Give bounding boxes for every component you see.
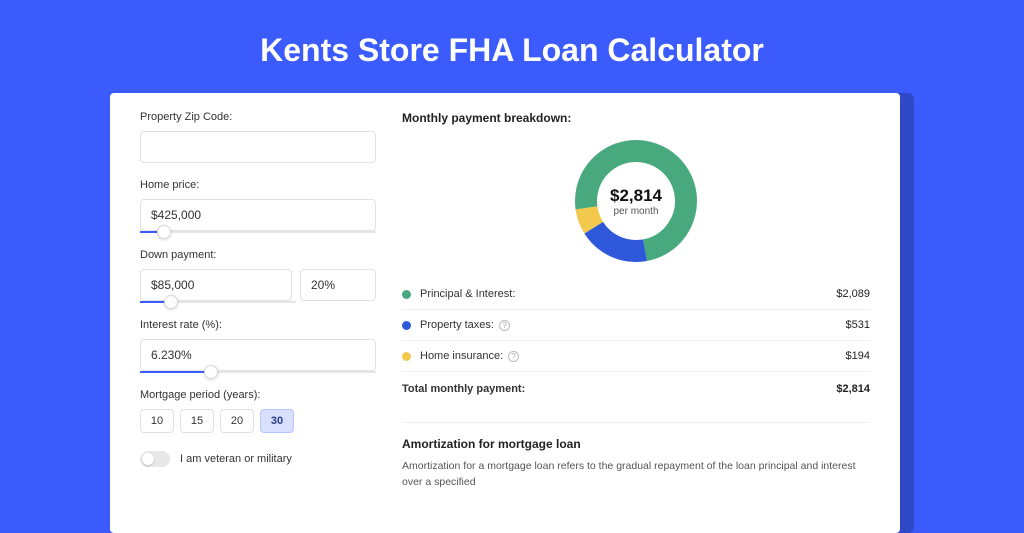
donut-sub: per month — [613, 206, 658, 217]
mortgage-period-row: 10152030 — [140, 409, 376, 433]
donut-wrap: $2,814 per month — [402, 133, 870, 279]
down-payment-group: Down payment: — [140, 249, 376, 303]
legend-label: Principal & Interest: — [420, 288, 836, 300]
legend-total-label: Total monthly payment: — [402, 383, 836, 395]
home-price-group: Home price: — [140, 179, 376, 233]
legend-row: Home insurance:?$194 — [402, 341, 870, 372]
legend-dot — [402, 290, 411, 299]
zip-field-group: Property Zip Code: — [140, 111, 376, 163]
donut-center: $2,814 per month — [574, 139, 698, 263]
interest-rate-slider-handle[interactable] — [204, 365, 218, 379]
zip-input[interactable] — [140, 131, 376, 163]
amortization-block: Amortization for mortgage loan Amortizat… — [402, 422, 870, 491]
down-payment-percent-input[interactable] — [300, 269, 376, 301]
legend-value: $2,089 — [836, 288, 870, 300]
interest-rate-group: Interest rate (%): — [140, 319, 376, 373]
legend-value: $194 — [846, 350, 870, 362]
form-column: Property Zip Code: Home price: Down paym… — [140, 111, 376, 515]
breakdown-legend: Principal & Interest: $2,089 Property taxe… — [402, 279, 870, 404]
down-payment-label: Down payment: — [140, 249, 376, 261]
mortgage-period-group: Mortgage period (years): 10152030 — [140, 389, 376, 433]
period-option-10[interactable]: 10 — [140, 409, 174, 433]
home-price-label: Home price: — [140, 179, 376, 191]
legend-row: Principal & Interest: $2,089 — [402, 279, 870, 310]
interest-rate-label: Interest rate (%): — [140, 319, 376, 331]
legend-dot — [402, 352, 411, 361]
legend-label: Home insurance:? — [420, 350, 846, 362]
amortization-title: Amortization for mortgage loan — [402, 437, 870, 451]
legend-label-text: Property taxes: — [420, 319, 494, 331]
down-payment-slider-handle[interactable] — [164, 295, 178, 309]
interest-rate-input[interactable] — [140, 339, 376, 371]
breakdown-title: Monthly payment breakdown: — [402, 111, 870, 125]
legend-total-row: Total monthly payment:$2,814 — [402, 372, 870, 404]
legend-value: $531 — [846, 319, 870, 331]
info-icon[interactable]: ? — [499, 320, 510, 331]
period-option-20[interactable]: 20 — [220, 409, 254, 433]
legend-label-text: Principal & Interest: — [420, 288, 515, 300]
veteran-toggle-label: I am veteran or military — [180, 453, 292, 465]
info-icon[interactable]: ? — [508, 351, 519, 362]
interest-rate-slider-fill — [140, 371, 211, 373]
mortgage-period-label: Mortgage period (years): — [140, 389, 376, 401]
down-payment-amount-input[interactable] — [140, 269, 292, 301]
results-column: Monthly payment breakdown: $2,814 per mo… — [402, 111, 870, 515]
home-price-slider[interactable] — [140, 231, 376, 233]
legend-label-text: Home insurance: — [420, 350, 503, 362]
donut-amount: $2,814 — [610, 186, 662, 206]
period-option-30[interactable]: 30 — [260, 409, 294, 433]
card-shadow: Property Zip Code: Home price: Down paym… — [110, 93, 914, 533]
legend-dot — [402, 321, 411, 330]
legend-label: Property taxes:? — [420, 319, 846, 331]
zip-label: Property Zip Code: — [140, 111, 376, 123]
veteran-toggle[interactable] — [140, 451, 170, 467]
payment-donut-chart: $2,814 per month — [574, 139, 698, 263]
down-payment-slider[interactable] — [140, 301, 296, 303]
interest-rate-slider[interactable] — [140, 371, 376, 373]
veteran-toggle-knob — [142, 453, 154, 465]
amortization-text: Amortization for a mortgage loan refers … — [402, 459, 870, 491]
legend-total-value: $2,814 — [836, 383, 870, 395]
legend-row: Property taxes:?$531 — [402, 310, 870, 341]
page-title: Kents Store FHA Loan Calculator — [0, 0, 1024, 93]
home-price-slider-handle[interactable] — [157, 225, 171, 239]
veteran-toggle-row: I am veteran or military — [140, 451, 376, 467]
calculator-card: Property Zip Code: Home price: Down paym… — [110, 93, 900, 533]
period-option-15[interactable]: 15 — [180, 409, 214, 433]
home-price-input[interactable] — [140, 199, 376, 231]
